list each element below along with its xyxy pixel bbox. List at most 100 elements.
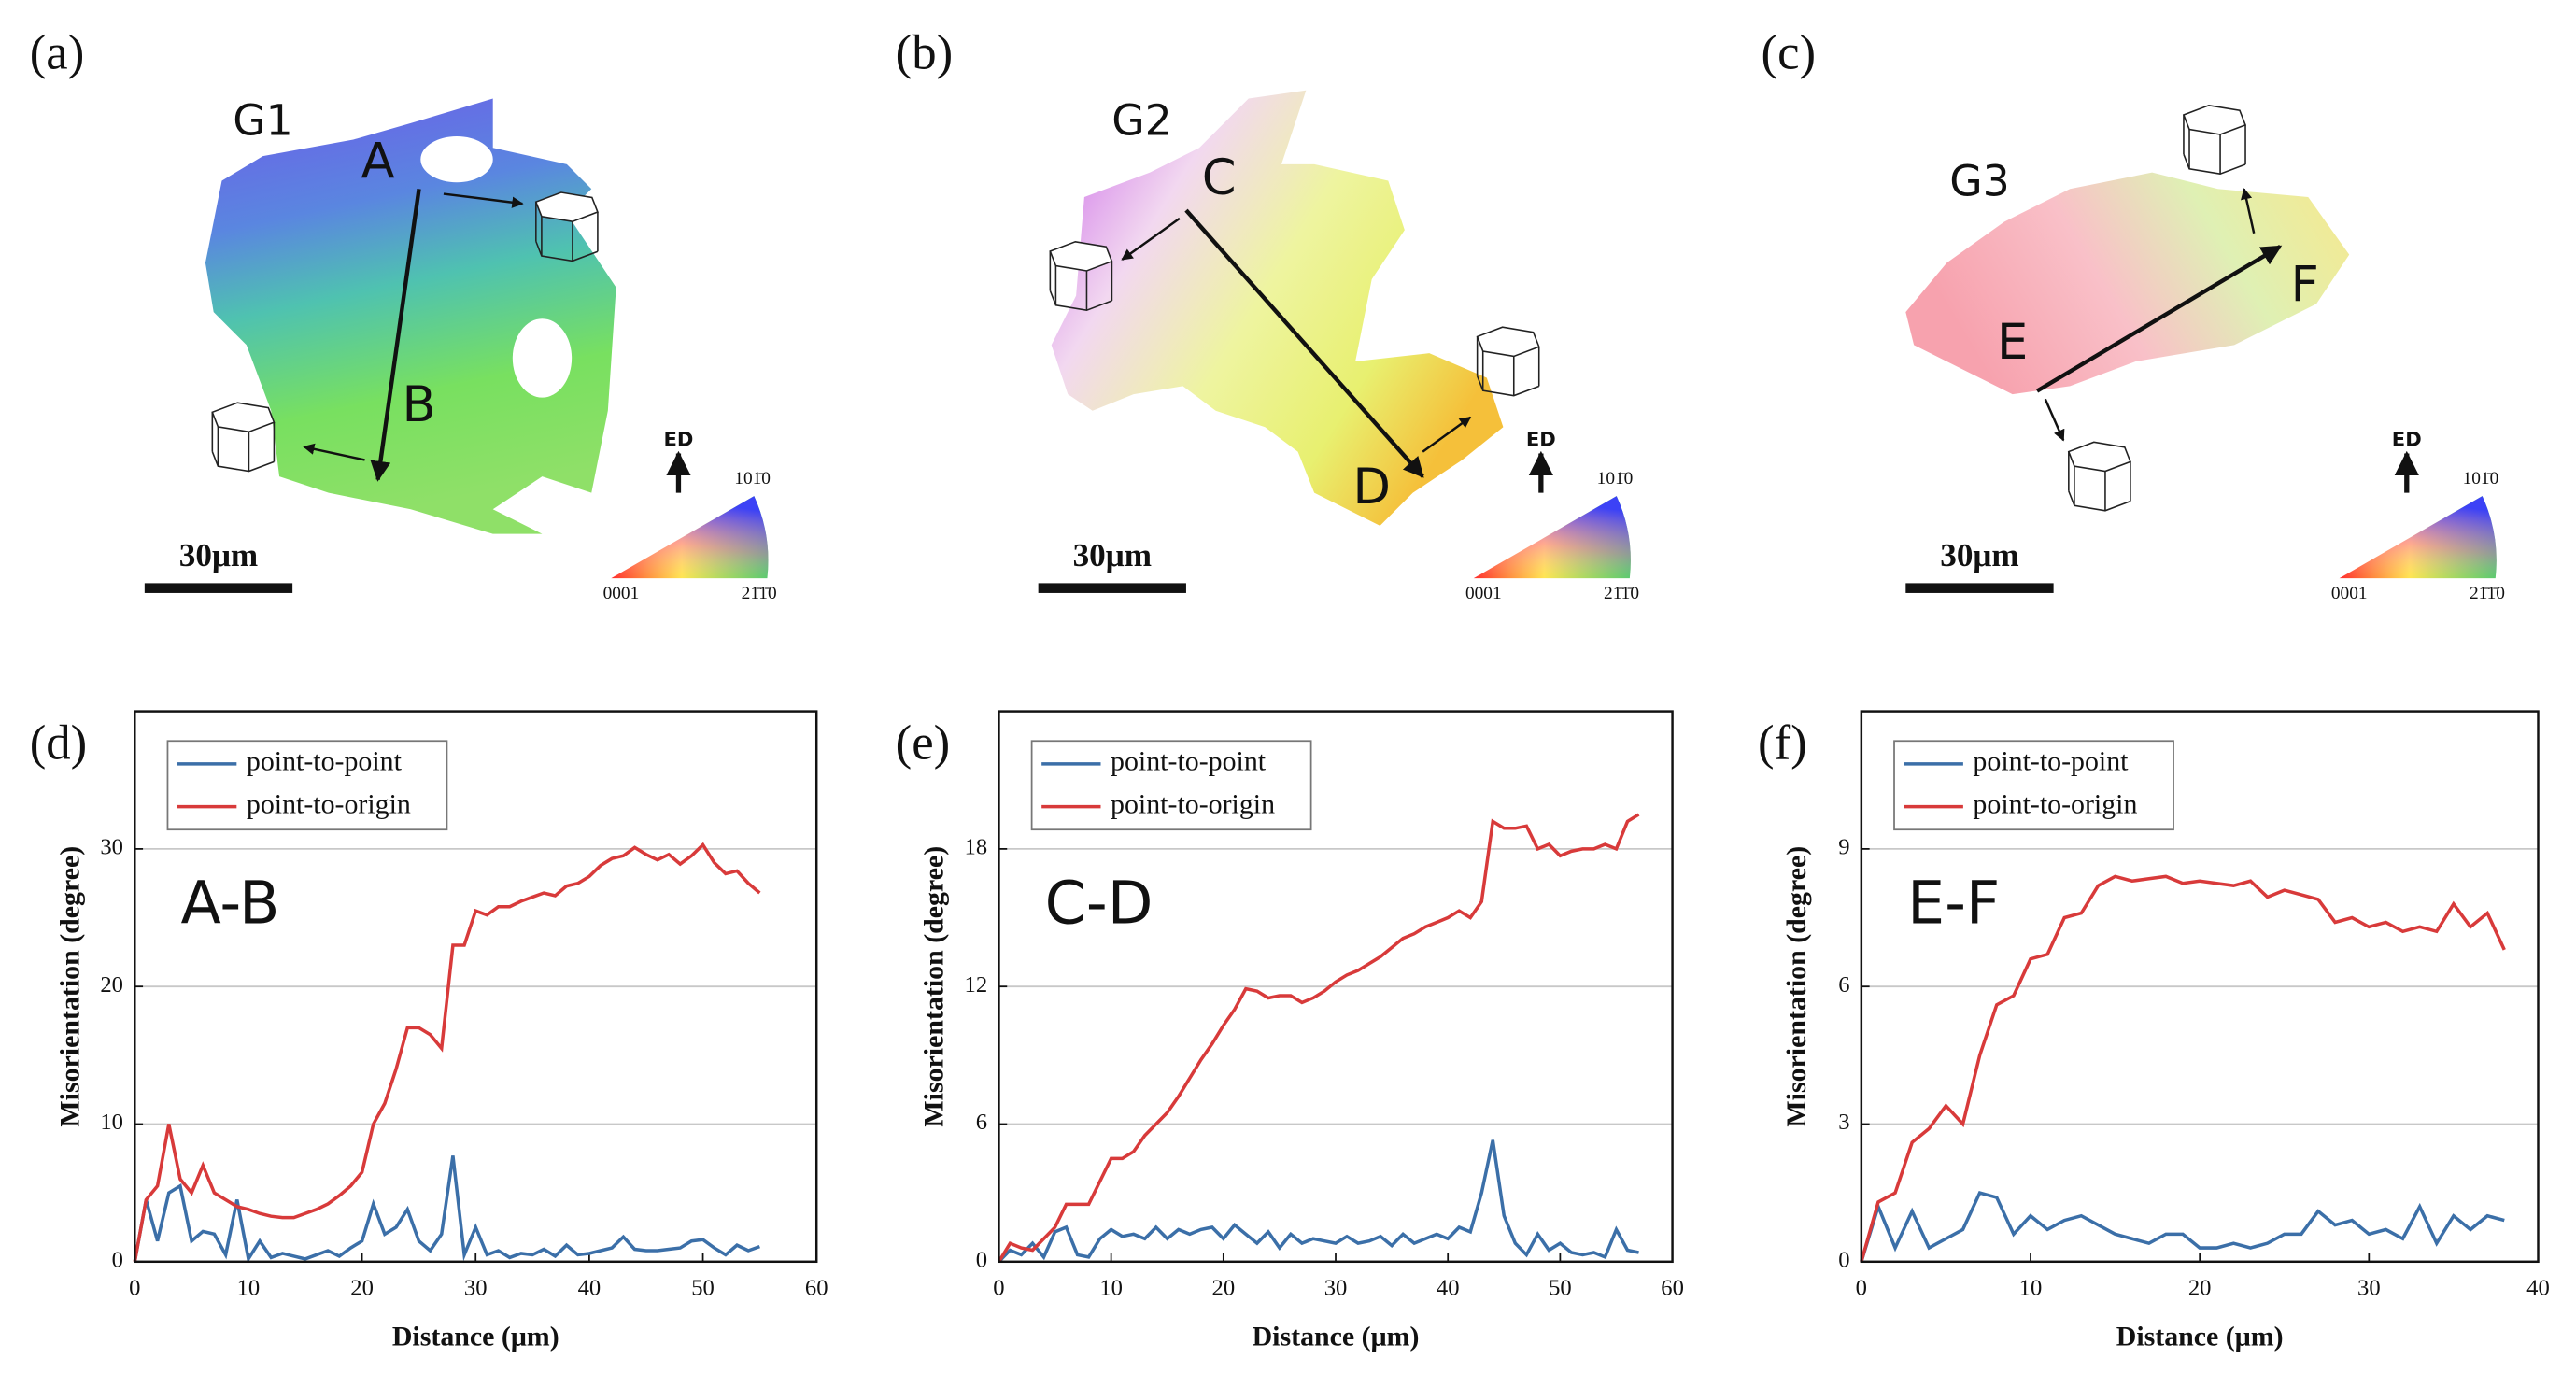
crystal-top [2067, 441, 2131, 473]
scale-bar [1905, 583, 2054, 593]
direction-label: ED [1526, 427, 1556, 450]
plot-frame [134, 710, 818, 1264]
ipf-label: 0001 [1465, 584, 1502, 603]
x-tick-label: 50 [691, 1275, 715, 1300]
y-tick-label: 10 [100, 1110, 123, 1135]
series-line [997, 813, 1640, 1263]
ipf-label: 0001 [2331, 584, 2368, 603]
orientation-arrow [443, 192, 524, 208]
grain-hole [512, 318, 573, 398]
crystal-top [211, 402, 276, 433]
crystal-bottom [1049, 290, 1112, 312]
point-label: C [1202, 149, 1237, 206]
x-tick-label: 40 [578, 1275, 602, 1300]
y-tick-label: 0 [112, 1247, 123, 1272]
x-tick-label: 0 [993, 1275, 1004, 1300]
annotation: E-F [1907, 868, 2000, 937]
panel-label: (f) [1758, 715, 1807, 770]
series-line [1860, 874, 2506, 1263]
scan-line [1184, 208, 1424, 478]
direction-label: ED [664, 427, 694, 450]
x-axis-label: Distance (μm) [392, 1321, 559, 1352]
scale-bar-label: 30μm [179, 537, 258, 573]
crystal-top [1476, 326, 1540, 358]
orientation-arrow [2044, 398, 2065, 442]
annotation: A-B [181, 868, 280, 937]
ipf-key-overlay [611, 496, 769, 579]
x-tick-label: 20 [350, 1275, 374, 1300]
series-line [133, 842, 761, 1263]
point-label: B [402, 376, 435, 433]
grain-map [205, 98, 616, 534]
y-tick-label: 12 [965, 972, 988, 998]
ipf-label: 0001 [603, 584, 640, 603]
ipf-key-overlay [2339, 496, 2497, 579]
y-tick-label: 20 [100, 972, 123, 998]
x-tick-label: 40 [1437, 1275, 1460, 1300]
legend-label: point-to-point [247, 746, 403, 777]
x-tick-label: 20 [2188, 1275, 2212, 1300]
orientation-arrow [1121, 217, 1181, 261]
annotation: C-D [1045, 868, 1154, 937]
y-tick-label: 3 [1838, 1110, 1849, 1135]
ipf-label: 21̄1̄0 [2470, 584, 2505, 603]
point-label: D [1352, 459, 1391, 516]
x-tick-label: 50 [1549, 1275, 1572, 1300]
ipf-key-overlay [1473, 496, 1631, 579]
scan-line [2035, 244, 2283, 393]
panel-label: (a) [30, 26, 85, 80]
grain-map [1051, 90, 1504, 526]
legend-label: point-to-origin [1973, 788, 2137, 819]
scale-bar [144, 583, 293, 593]
y-tick-label: 6 [1838, 972, 1849, 998]
crystal-top [2182, 104, 2247, 135]
crystal-bottom [2183, 153, 2246, 176]
scale-bar [1038, 583, 1186, 593]
x-tick-label: 30 [464, 1275, 488, 1300]
grain-label: G1 [233, 95, 293, 145]
y-axis-label: Misorientation (degree) [918, 846, 949, 1127]
panel-label: (d) [30, 715, 88, 770]
orientation-arrow [1422, 416, 1472, 453]
x-tick-label: 60 [805, 1275, 828, 1300]
ipf-label: 21̄1̄0 [1604, 584, 1639, 603]
x-tick-label: 30 [1324, 1275, 1348, 1300]
panel-label: (e) [896, 715, 951, 770]
grain-label: G2 [1111, 95, 1172, 145]
scale-bar-label: 30μm [1073, 537, 1152, 573]
crystal-bottom [2068, 490, 2131, 512]
x-axis-label: Distance (μm) [1253, 1321, 1420, 1352]
scale-bar-label: 30μm [1940, 537, 2018, 573]
series-line [1860, 1191, 2505, 1263]
legend-box [166, 740, 448, 831]
y-tick-label: 0 [976, 1247, 987, 1272]
x-tick-label: 40 [2526, 1275, 2550, 1300]
crystal-bottom [535, 241, 599, 262]
legend-box [1030, 740, 1312, 831]
legend-label: point-to-point [1111, 746, 1267, 777]
panel-label: (b) [896, 26, 954, 80]
series-line [998, 1139, 1639, 1264]
x-tick-label: 10 [237, 1275, 261, 1300]
grain-hole [420, 135, 493, 183]
legend-box [1893, 740, 2174, 831]
scan-line [370, 188, 421, 482]
legend-label: point-to-origin [247, 788, 411, 819]
point-label: E [1997, 314, 2028, 371]
orientation-arrow [2241, 188, 2256, 234]
orientation-arrow [303, 443, 365, 461]
point-label: F [2291, 256, 2319, 313]
y-tick-label: 30 [100, 835, 123, 860]
legend-label: point-to-origin [1111, 788, 1275, 819]
y-axis-label: Misorientation (degree) [54, 846, 85, 1127]
point-label: A [361, 134, 395, 191]
y-tick-label: 6 [976, 1110, 987, 1135]
direction-label: ED [2392, 427, 2422, 450]
crystal-bottom [211, 451, 275, 473]
grain-map [1905, 172, 2350, 395]
x-tick-label: 30 [2357, 1275, 2381, 1300]
x-tick-label: 10 [1099, 1275, 1123, 1300]
crystal-bottom [1476, 375, 1540, 397]
